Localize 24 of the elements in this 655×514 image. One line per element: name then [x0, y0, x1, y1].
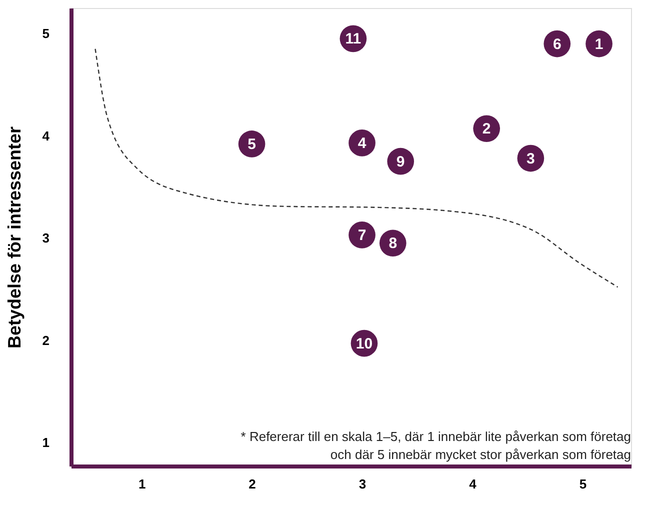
x-tick-label: 4 — [469, 476, 478, 492]
y-tick-label: 1 — [42, 434, 50, 450]
annotation: 2 — [482, 120, 491, 138]
annotation: * Refererar till en skala 1–5, där 1 innebär lite påverkan som företag och där 5 innebär mycket stor påverkan som företag — [240, 429, 631, 462]
annotation: 9 — [396, 153, 405, 170]
y-tick-label: 5 — [42, 26, 50, 42]
y-axis-title: Betydelse för intressenter — [4, 126, 24, 349]
line-series — [94, 48, 618, 288]
annotation: 8 — [388, 235, 398, 252]
annotation: 10 — [356, 335, 373, 352]
annotation: 11 — [345, 30, 362, 48]
annotation: 5 — [248, 136, 256, 153]
x-tick-label: 2 — [248, 476, 256, 492]
y-tick-label: 4 — [42, 128, 50, 144]
annotation: 6 — [552, 36, 562, 53]
x-tick-label: 1 — [138, 476, 146, 492]
x-tick-label: 3 — [358, 476, 366, 492]
annotation: 1 — [594, 36, 604, 53]
y-tick-label: 3 — [42, 230, 50, 246]
annotation: 4 — [358, 134, 367, 152]
x-tick-label: 5 — [579, 476, 587, 492]
annotation: 7 — [358, 226, 366, 244]
annotation: 3 — [526, 150, 535, 168]
y-tick-label: 2 — [42, 332, 50, 348]
